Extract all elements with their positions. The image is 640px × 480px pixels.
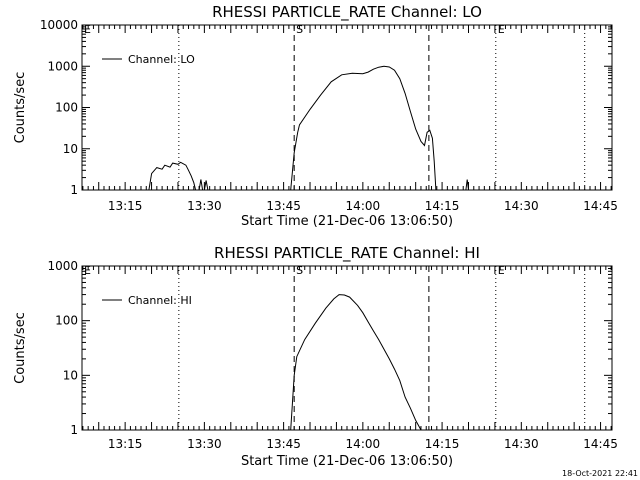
y-tick-label: 1 [70,423,78,437]
x-axis-label: Start Time (21-Dec-06 13:06:50) [241,454,453,469]
chart-title: RHESSI PARTICLE_RATE Channel: LO [212,3,482,22]
marker-label: S [296,23,303,36]
y-tick-label: 1 [70,183,78,197]
x-tick-label: 14:45 [583,199,618,213]
plot-frame [81,24,613,191]
chart-title: RHESSI PARTICLE_RATE Channel: HI [214,244,480,263]
x-tick-label: 14:15 [425,437,460,451]
legend-entry: Channel: HI [128,294,192,307]
series-line [290,294,422,431]
y-axis-label: Counts/sec [13,312,28,384]
legend: Channel: HI [102,294,192,307]
x-tick-label: 14:00 [346,437,381,451]
x-tick-label: 14:45 [583,437,618,451]
marker-label: E [498,23,505,36]
legend-entry: Channel: LO [128,53,195,66]
series-line [148,161,197,191]
x-tick-label: 13:15 [108,437,143,451]
x-tick-label: 14:15 [425,199,460,213]
lo-channel-panel: RHESSI PARTICLE_RATE Channel: LO 1 10 100 10… [13,3,618,229]
y-tick-label: 1000 [47,259,78,273]
x-axis-label: Start Time (21-Dec-06 13:06:50) [241,214,453,229]
series-line [290,65,437,191]
x-tick-label: 14:00 [346,199,381,213]
x-tick-label: 13:45 [266,199,301,213]
x-tick-label: 13:45 [266,437,301,451]
legend: Channel: LO [102,53,195,66]
marker-label: E [84,264,91,277]
y-tick-label: 10 [63,368,78,382]
marker-label: E [498,264,505,277]
series-line [203,180,209,191]
marker-label: S [296,264,303,277]
x-tick-label: 13:30 [187,199,222,213]
y-tick-label: 1000 [47,59,78,73]
y-axis-label: Counts/sec [13,72,28,144]
y-tick-label: 10000 [40,18,78,32]
x-tick-label: 13:15 [108,199,143,213]
timestamp-stamp: 18-Oct-2021 22:41 [562,469,638,478]
y-tick-label: 100 [55,314,78,328]
x-tick-label: 13:30 [187,437,222,451]
x-tick-label: 14:30 [504,437,539,451]
series-line [198,179,204,191]
x-tick-label: 14:30 [504,199,539,213]
hi-channel-panel: RHESSI PARTICLE_RATE Channel: HI 1 10 100 10… [13,244,618,469]
plot-frame [81,265,613,431]
marker-label: E [84,23,91,36]
y-tick-label: 10 [63,142,78,156]
series-line [465,179,469,191]
y-tick-label: 100 [55,101,78,115]
